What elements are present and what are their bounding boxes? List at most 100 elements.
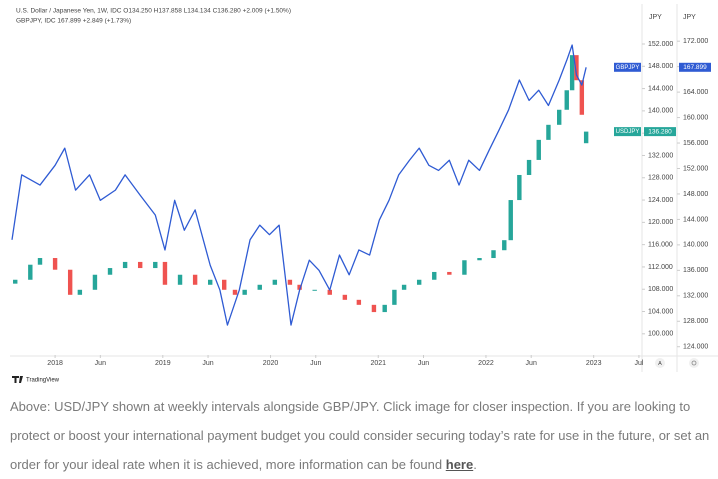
candle [287,279,293,285]
line [11,44,587,326]
x-tick-label: 2021 [370,360,386,367]
x-tick-label: 2023 [586,360,602,367]
price-tag-name: USDJPY [616,129,640,135]
candle [77,289,83,295]
x-tick-label: Jun [526,360,537,367]
y-tick-label: 112.000 [648,264,673,271]
y2-tick-label: 132.000 [683,293,708,300]
y2-tick-label: 136.000 [683,267,708,274]
candle [574,55,579,81]
y-tick-label: 104.000 [648,308,673,315]
price-tag [679,62,711,72]
y2-tick-label: 156.000 [683,140,708,147]
candle [356,299,362,305]
y-tick-label: 116.000 [648,241,673,248]
x-tick-label: 2018 [47,360,63,367]
candle [564,90,569,110]
candle [526,159,532,175]
caption-text: Above: USD/JPY shown at weekly intervals… [10,399,710,472]
candle [67,269,73,295]
settings-button[interactable] [689,358,699,368]
y-tick-label: 132.000 [648,152,673,159]
candle [491,250,496,259]
y2-axis-unit: JPY [683,14,696,21]
candle [92,274,98,290]
candle [208,279,213,285]
x-tick-label: 2020 [263,360,279,367]
candle [13,279,18,284]
settings-icon[interactable] [691,360,697,366]
y-tick-label: 108.000 [648,286,673,293]
candle [232,289,238,295]
candle [177,274,183,285]
price-tag-name: GBPJPY [616,65,640,71]
x-tick-label: 2022 [478,360,494,367]
candle [583,131,589,144]
candle [312,289,317,291]
candle [37,258,43,265]
y-tick-label: 140.000 [648,108,673,115]
y2-tick-label: 152.000 [683,165,708,172]
candle [557,109,562,125]
x-tick-label: Jun [202,360,213,367]
candle [272,279,278,285]
y-tick-label: 128.000 [648,175,673,182]
caption: Above: USD/JPY shown at weekly intervals… [10,392,710,479]
price-tag-label: 167.899 [683,64,707,71]
candle [546,124,551,140]
caption-link[interactable]: here [445,457,474,472]
candle [327,289,332,295]
chart-background [0,0,718,390]
scale-button[interactable] [655,358,665,368]
y-tick-label: 100.000 [648,331,673,338]
legend-line: GBPJPY, IDC 167.899 +2.849 (+1.73%) [16,18,131,25]
y-tick-label: 148.000 [648,63,673,70]
candle [52,258,58,270]
logo-text: TradingView [26,378,60,384]
candle [297,284,302,290]
candle [342,294,348,300]
candle [162,261,168,285]
scale-button-label[interactable]: A [658,361,662,367]
candle [107,268,113,275]
candle [477,258,482,261]
candle [502,240,507,251]
candle [28,264,33,280]
candle [242,289,247,295]
price-tag-name-box [614,62,641,72]
candle [382,304,387,313]
y-tick-label: 144.000 [648,85,673,92]
caption-end: . [473,457,477,472]
y2-tick-label: 128.000 [683,318,708,325]
price-tag-name-box [614,127,641,137]
x-tick-label: Jul [634,360,643,367]
candle [192,274,198,285]
candle [392,289,397,305]
y2-tick-label: 124.000 [683,344,708,351]
candle [416,279,422,285]
chart[interactable]: U.S. Dollar / Japanese Yen, 1W, IDC O134… [0,0,718,390]
candle [569,55,575,91]
plot-area: 2018 Jun 2019 Jun 2020 Jun 2021 Jun 2022 Jun 2023 J… [11,38,711,367]
y2-tick-label: 144.000 [683,216,708,223]
x-tick-label: Jun [95,360,106,367]
price-tag [644,127,676,137]
candle [462,260,467,275]
candle [401,284,407,290]
y2-tick-label: 164.000 [683,89,708,96]
candle [257,284,262,290]
candle [222,279,227,290]
x-tick-label: 2019 [155,360,171,367]
y2-tick-label: 160.000 [683,114,708,121]
candle [508,200,513,241]
y2-tick-label: 140.000 [683,242,708,249]
x-tick-label: Jun [418,360,429,367]
x-tick-label: Jun [310,360,321,367]
legend-line: U.S. Dollar / Japanese Yen, 1W, IDC O134… [16,8,291,15]
candle [153,261,158,269]
candle [579,80,585,115]
logo-icon [12,376,23,383]
y2-tick-label: 172.000 [683,38,708,45]
y2-tick-label: 148.000 [683,191,708,198]
